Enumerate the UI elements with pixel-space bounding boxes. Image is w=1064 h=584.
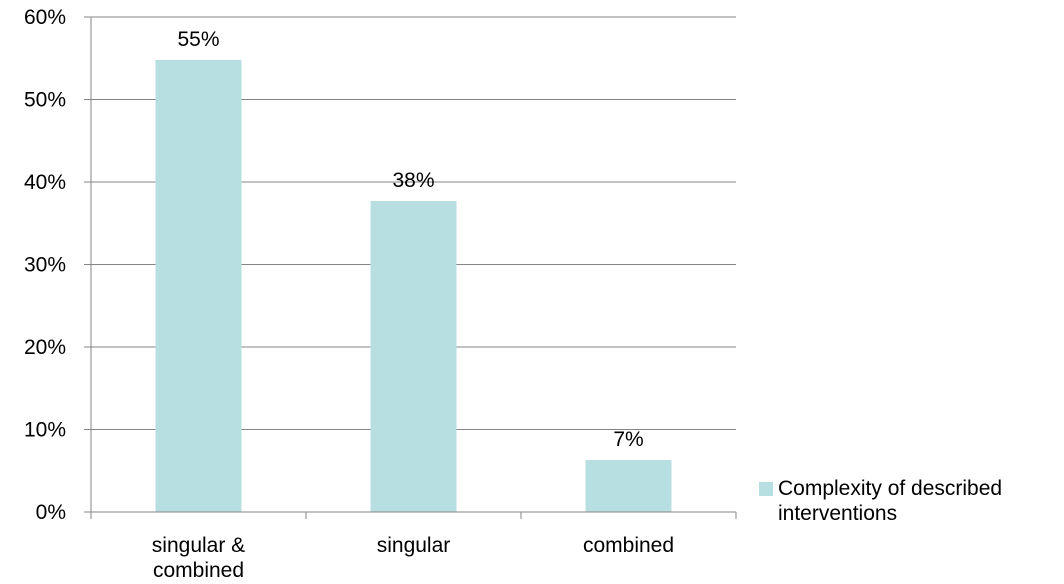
- y-tick-label: 30%: [24, 254, 66, 277]
- bar: [585, 460, 672, 512]
- x-tick-label: combined: [583, 534, 674, 557]
- legend-swatch: [759, 482, 773, 496]
- y-tick-label: 60%: [24, 6, 66, 29]
- data-label: 7%: [613, 428, 643, 451]
- y-tick-label: 40%: [24, 171, 66, 194]
- y-tick-label: 0%: [36, 501, 66, 524]
- legend-label: Complexity of described interventions: [778, 477, 1003, 525]
- bar: [370, 200, 457, 512]
- x-tick-label: singular: [377, 534, 451, 557]
- y-tick-label: 20%: [24, 336, 66, 359]
- data-label: 38%: [392, 169, 434, 192]
- bars: [155, 59, 672, 513]
- y-tick-label: 10%: [24, 419, 66, 442]
- y-axis-ticks: 0% 10% 20% 30% 40% 50% 60%: [24, 6, 91, 524]
- data-label: 55%: [177, 28, 219, 51]
- x-tick-label: singular & combined: [152, 534, 245, 582]
- legend: Complexity of described interventions: [759, 476, 1064, 526]
- x-axis-ticks: singular & combined singular combined: [90, 512, 737, 582]
- data-labels: 55% 38% 7%: [177, 28, 643, 451]
- axes: [90, 17, 736, 513]
- bar: [155, 59, 242, 513]
- y-tick-label: 50%: [24, 89, 66, 112]
